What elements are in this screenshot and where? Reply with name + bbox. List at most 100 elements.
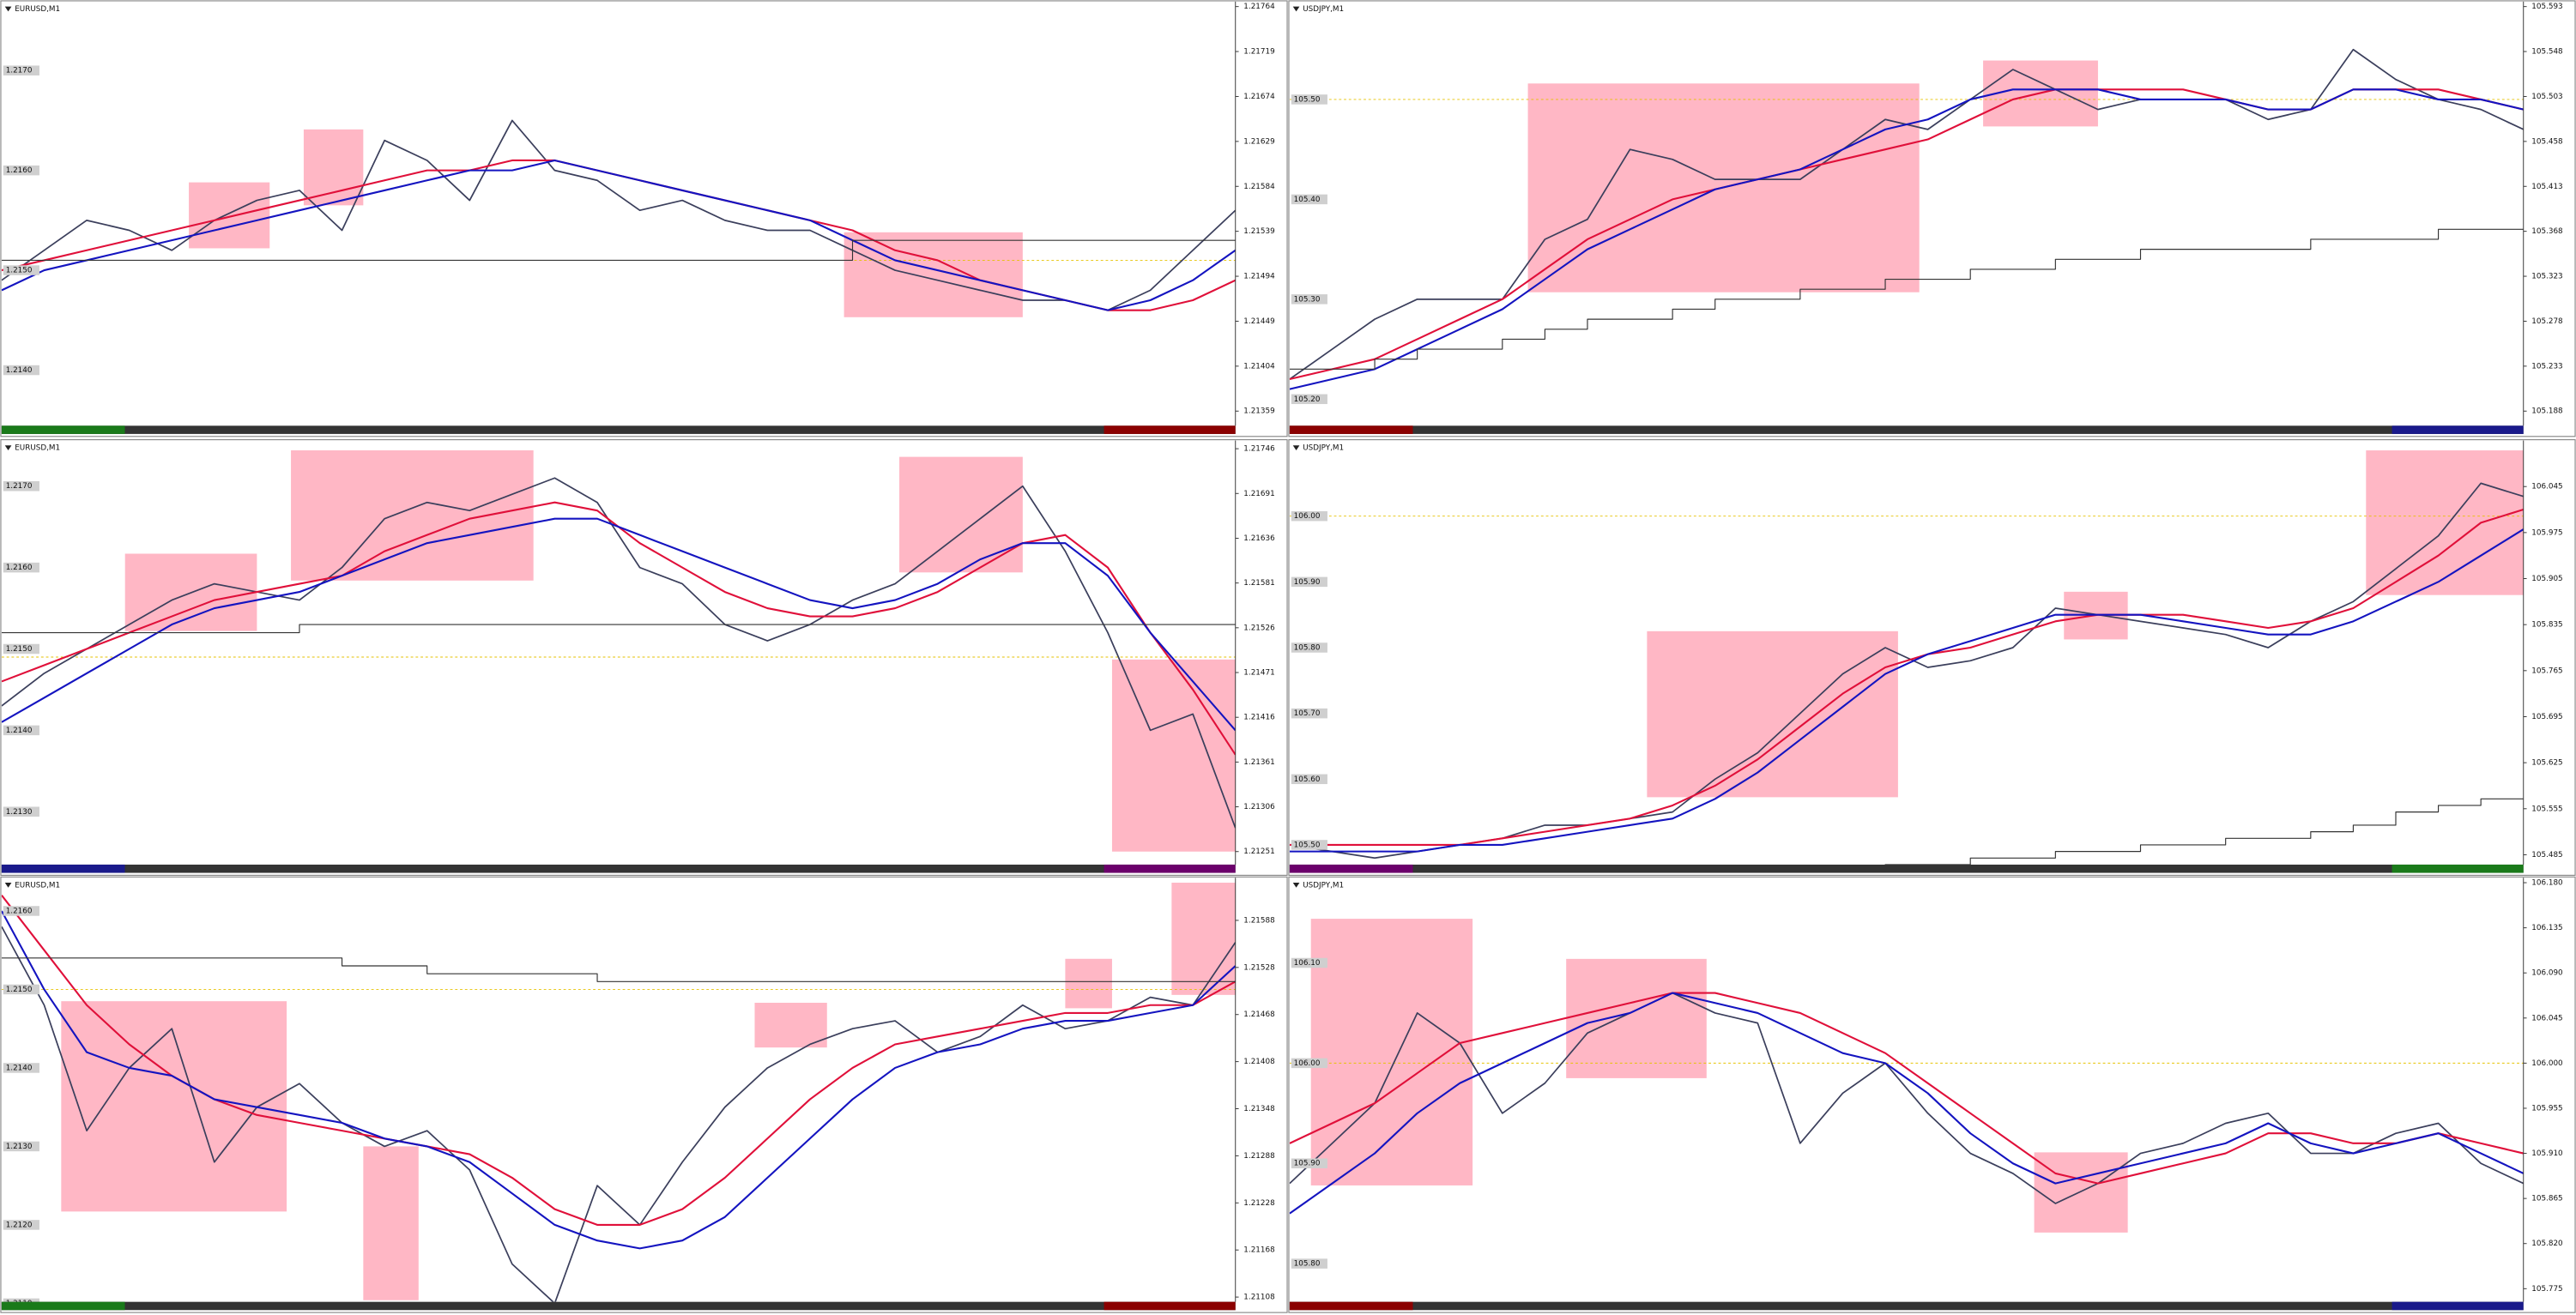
- indicator-line: [1, 910, 1236, 1250]
- y-tick-label: 105.775: [2531, 1285, 2562, 1294]
- level-label-bg: [1291, 394, 1327, 405]
- level-label-bg: [1291, 840, 1327, 850]
- y-tick-label: 106.045: [2531, 1014, 2562, 1022]
- level-label-bg: [3, 1220, 39, 1230]
- y-tick-label: 1.21361: [1243, 758, 1274, 767]
- y-tick-label: 105.910: [2531, 1149, 2563, 1158]
- level-label: 1.2130: [6, 1143, 33, 1151]
- highlight-box: [754, 1003, 827, 1048]
- y-tick-label: 105.458: [2531, 137, 2562, 146]
- plot-area: [1, 119, 1236, 317]
- y-tick-label: 1.21719: [1243, 48, 1274, 57]
- session-bar: [1104, 864, 1236, 873]
- y-tick-label: 105.593: [2531, 3, 2562, 11]
- y-tick-label: 106.135: [2531, 924, 2562, 932]
- y-tick-label: 106.045: [2531, 483, 2562, 492]
- highlight-box: [899, 456, 1023, 573]
- y-tick-label: 1.21528: [1243, 963, 1274, 972]
- level-label-bg: [1291, 1258, 1327, 1269]
- indicator-line: [1, 624, 1236, 634]
- session-bar: [1289, 1301, 1413, 1311]
- level-label: 1.2160: [6, 907, 33, 915]
- level-label: 1.2150: [6, 645, 33, 654]
- plot-area: [1289, 919, 2524, 1233]
- y-tick-label: 105.905: [2531, 575, 2562, 583]
- level-label: 105.40: [1294, 196, 1321, 204]
- y-tick-label: 105.820: [2531, 1240, 2563, 1248]
- session-bar: [1, 425, 125, 434]
- y-tick-label: 1.21629: [1243, 137, 1274, 146]
- y-tick-label: 1.21636: [1243, 534, 1275, 543]
- indicator-line: [1289, 228, 2524, 370]
- session-bar: [1104, 1301, 1236, 1311]
- indicator-line: [1289, 509, 2524, 847]
- highlight-box: [1171, 883, 1236, 995]
- level-label: 105.60: [1294, 775, 1321, 784]
- level-label-bg: [3, 725, 39, 736]
- session-bar: [2392, 1301, 2524, 1311]
- y-tick-label: 1.21449: [1243, 317, 1274, 326]
- level-label: 105.90: [1294, 578, 1321, 587]
- price-line: [1, 119, 1236, 311]
- highlight-box: [303, 129, 364, 206]
- chart-title: USDJPY,M1: [1303, 5, 1344, 14]
- panel-frame: [1288, 0, 2576, 437]
- y-tick-label: 105.548: [2531, 48, 2562, 57]
- level-label: 105.80: [1294, 1260, 1321, 1269]
- level-label-bg: [3, 806, 39, 817]
- y-tick-label: 105.765: [2531, 667, 2562, 675]
- indicator-line: [1289, 88, 2524, 390]
- level-label: 1.2120: [6, 1221, 33, 1229]
- session-bar: [2392, 864, 2524, 873]
- price-line: [1289, 992, 2524, 1204]
- y-tick-label: 105.835: [2531, 621, 2562, 630]
- indicator-line: [1289, 528, 2524, 853]
- indicator-line: [1, 239, 1236, 262]
- y-tick-label: 1.21404: [1243, 362, 1275, 371]
- panel-frame: [0, 439, 1288, 876]
- chart-title: EURUSD,M1: [15, 881, 60, 890]
- y-tick-label: 1.21251: [1243, 848, 1274, 856]
- highlight-box: [1566, 958, 1707, 1078]
- level-label-bg: [1291, 194, 1327, 205]
- level-label: 1.2150: [6, 267, 33, 275]
- indicator-line: [1, 957, 1236, 982]
- y-tick-label: 106.180: [2531, 879, 2563, 888]
- level-label: 105.50: [1294, 95, 1321, 104]
- session-bar: [2392, 425, 2524, 434]
- y-tick-label: 105.485: [2531, 851, 2562, 860]
- y-tick-label: 1.21228: [1243, 1199, 1274, 1208]
- chart-title: EURUSD,M1: [15, 5, 60, 14]
- highlight-box: [1647, 630, 1898, 798]
- level-label-bg: [3, 265, 39, 275]
- session-bar: [1104, 425, 1236, 434]
- session-bar: [1, 864, 125, 873]
- title-icon: [4, 6, 12, 12]
- y-tick-label: 1.21764: [1243, 3, 1275, 11]
- indicator-line: [1289, 992, 2524, 1185]
- y-tick-label: 105.865: [2531, 1195, 2562, 1203]
- plot-area: [1, 883, 1236, 1302]
- y-tick-label: 1.21746: [1243, 445, 1275, 454]
- level-label: 1.2170: [6, 482, 33, 491]
- y-tick-label: 1.21471: [1243, 669, 1274, 678]
- highlight-box: [844, 232, 1023, 317]
- level-label: 1.2140: [6, 727, 33, 735]
- price-line: [1, 477, 1236, 829]
- level-label-bg: [1291, 94, 1327, 105]
- plot-area: [1, 449, 1236, 852]
- chart-title: USDJPY,M1: [1303, 444, 1344, 453]
- level-label-bg: [1291, 957, 1327, 968]
- chart-panel: 106.00 105.90 105.80 105.70 105.60 105.50 106.…: [1288, 439, 2576, 876]
- level-label-bg: [3, 906, 39, 916]
- session-bar: [1, 1301, 125, 1311]
- chart-panel: 105.50 105.40 105.30 105.20 105.593 105.548 10…: [1288, 0, 2576, 437]
- level-label-bg: [1291, 294, 1327, 305]
- time-strip: [1, 425, 1236, 434]
- level-label: 105.50: [1294, 841, 1321, 849]
- y-tick-label: 1.21539: [1243, 227, 1274, 236]
- title-icon: [4, 445, 12, 451]
- level-label: 105.80: [1294, 644, 1321, 653]
- highlight-box: [363, 1146, 419, 1300]
- level-label: 106.00: [1294, 1059, 1321, 1068]
